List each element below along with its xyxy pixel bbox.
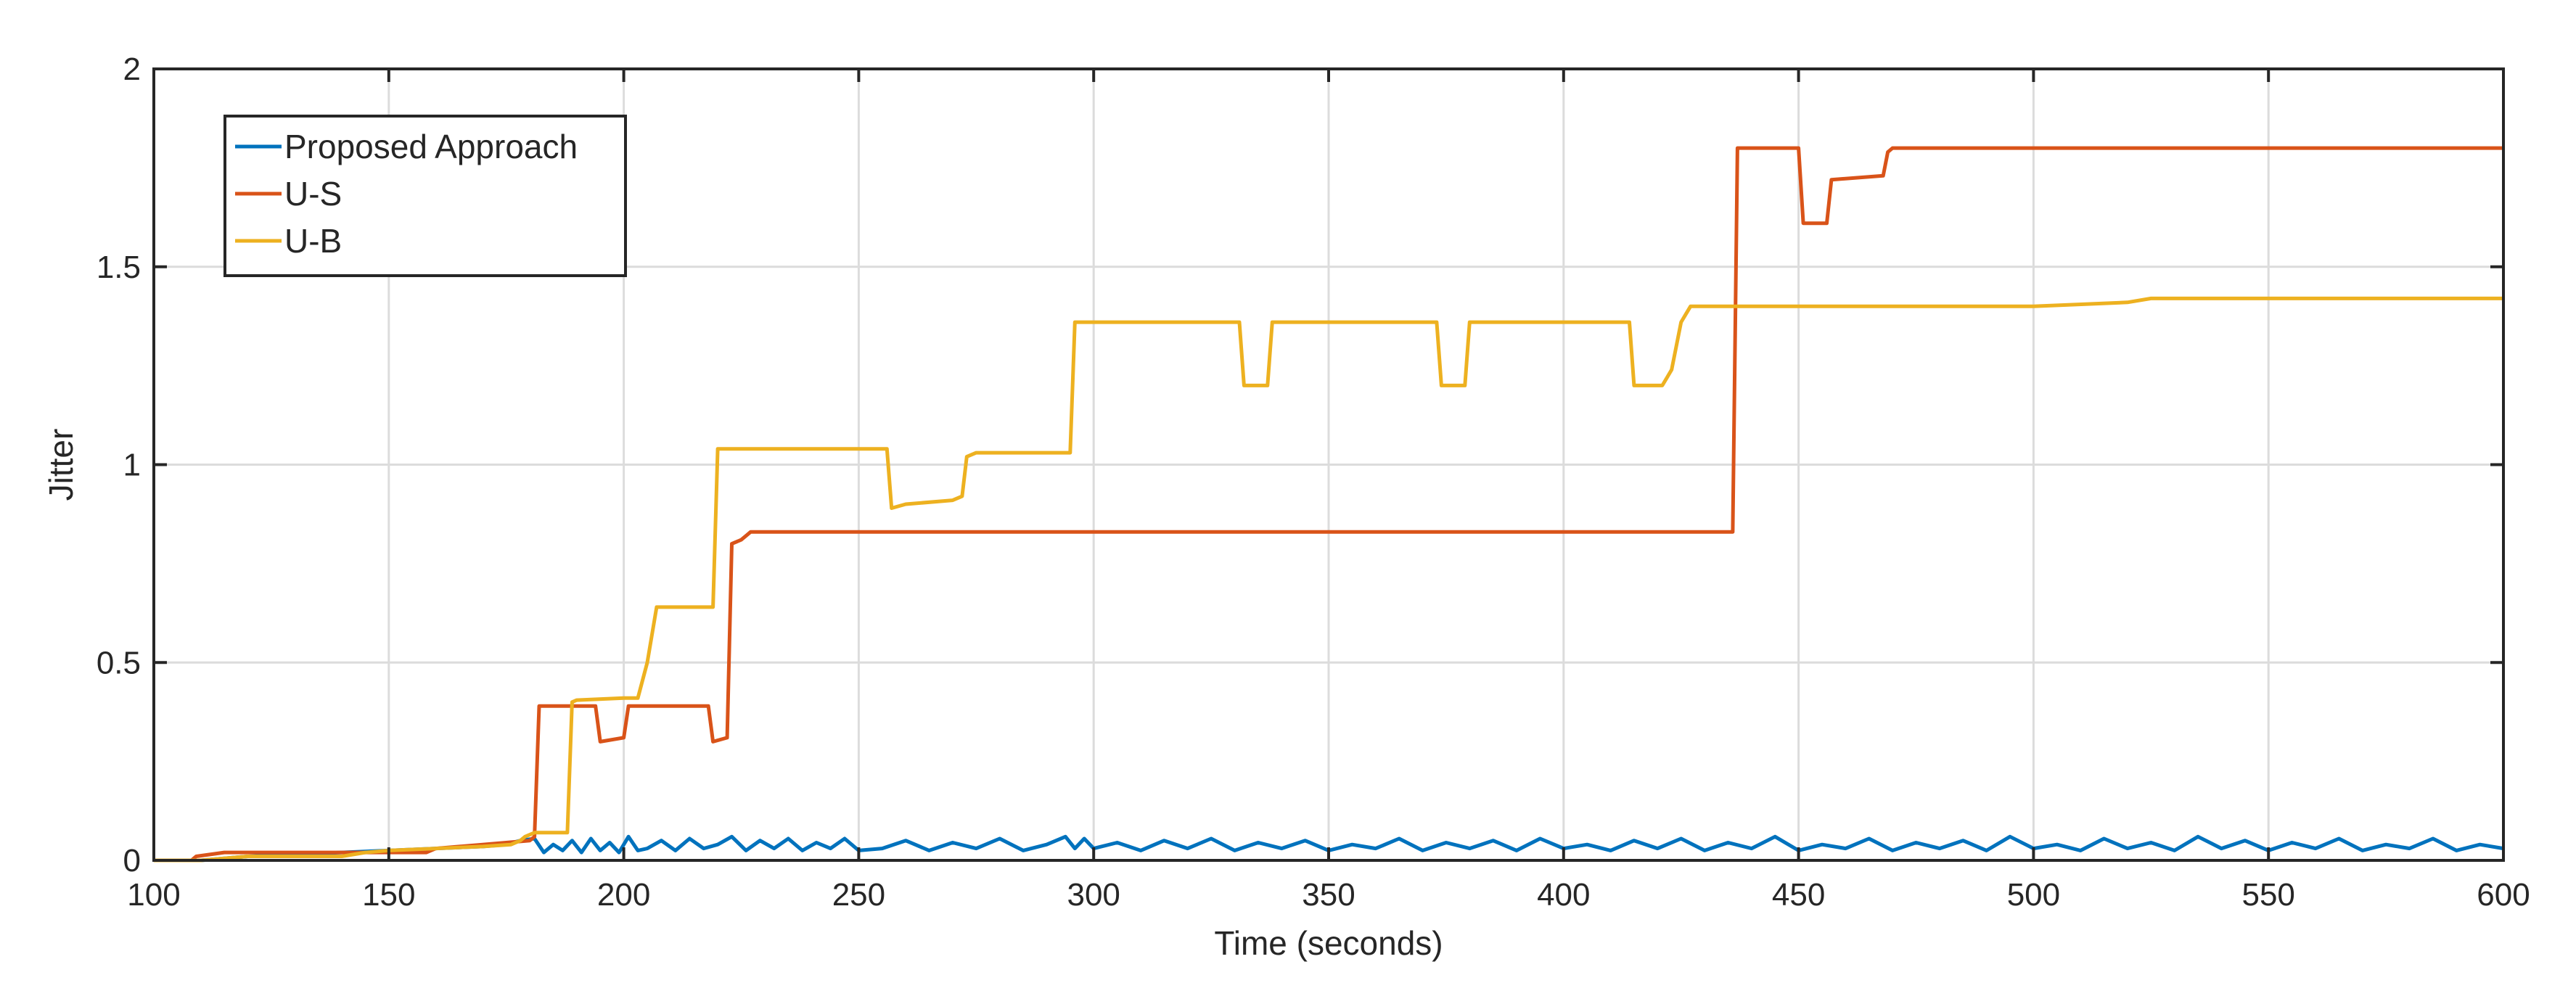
series-line-2 bbox=[154, 146, 2503, 863]
x-tick-label: 450 bbox=[1772, 877, 1825, 913]
x-tick-label: 600 bbox=[2477, 877, 2530, 913]
y-tick-label: 1.5 bbox=[97, 250, 141, 285]
series-line-3 bbox=[154, 296, 2503, 863]
legend-label: U-S bbox=[284, 175, 342, 213]
series-line-1 bbox=[154, 834, 2504, 863]
legend-box bbox=[223, 115, 627, 277]
x-tick-label: 150 bbox=[362, 877, 415, 913]
y-tick-label: 1 bbox=[123, 448, 141, 483]
y-axis-title: Jitter bbox=[42, 429, 80, 501]
y-tick-label: 2 bbox=[123, 52, 141, 87]
legend-label: U-B bbox=[284, 222, 342, 260]
y-tick-label: 0.5 bbox=[97, 645, 141, 680]
x-tick-label: 350 bbox=[1302, 877, 1355, 913]
legend: Proposed Approach U-S U-B bbox=[223, 115, 627, 277]
axis-ticks: 100 150 200 250 300 350 400 450 500 550 600 0 0.5 1 1.… bbox=[97, 52, 2530, 913]
legend-label: Proposed Approach bbox=[284, 128, 578, 165]
x-tick-label: 550 bbox=[2241, 877, 2294, 913]
series-lines bbox=[154, 146, 2504, 863]
x-tick-label: 200 bbox=[597, 877, 650, 913]
x-tick-label: 500 bbox=[2007, 877, 2060, 913]
y-tick-label: 0 bbox=[123, 843, 141, 879]
x-axis-title: Time (seconds) bbox=[1214, 924, 1443, 962]
legend-items: Proposed Approach U-S U-B bbox=[235, 128, 578, 260]
x-tick-label: 400 bbox=[1537, 877, 1590, 913]
x-tick-label: 300 bbox=[1067, 877, 1120, 913]
x-tick-label: 250 bbox=[832, 877, 885, 913]
x-tick-label: 100 bbox=[127, 877, 180, 913]
